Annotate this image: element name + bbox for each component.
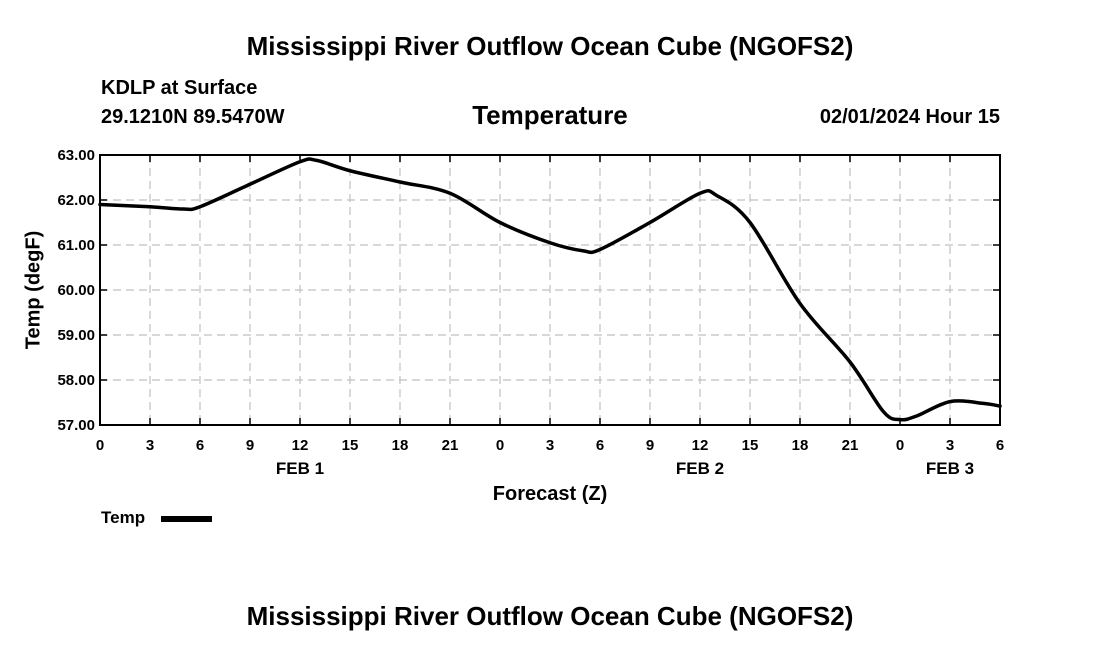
temp-series-line [98,157,1002,422]
legend-label: Temp [101,508,146,527]
x-tick-label: 3 [146,437,154,454]
chart-subtitle: Temperature [472,100,628,130]
x-tick-label: 6 [996,437,1004,454]
forecast-datetime: 02/01/2024 Hour 15 [819,106,1000,128]
x-tick-label: 12 [692,437,709,454]
chart-title-top: Mississippi River Outflow Ocean Cube (NG… [246,31,854,61]
y-tick-label: 58.00 [57,372,95,389]
legend-swatch [161,516,212,522]
y-tick-label: 57.00 [57,417,95,434]
x-tick-label: 15 [342,437,359,454]
x-tick-label: 21 [842,437,859,454]
x-tick-label: 9 [246,437,254,454]
y-tick-label: 62.00 [57,192,95,209]
y-tick-label: 60.00 [57,282,95,299]
x-tick-label: 6 [196,437,204,454]
y-tick-label: 59.00 [57,327,95,344]
chart-title-bottom: Mississippi River Outflow Ocean Cube (NG… [246,601,854,631]
x-tick-label: 9 [646,437,654,454]
station-label: KDLP at Surface [101,77,258,99]
date-label: FEB 3 [926,459,974,478]
x-axis-label: Forecast (Z) [493,483,607,505]
x-tick-label: 3 [946,437,954,454]
axis-ticks: 0 3 6 9 12 15 18 21 0 3 6 9 12 15 18 21 0 3 6 FEB 1 FEB 2 FEB… [57,147,1004,478]
x-tick-label: 0 [496,437,504,454]
x-tick-label: 18 [392,437,409,454]
x-tick-label: 6 [596,437,604,454]
x-tick-label: 18 [792,437,809,454]
y-tick-label: 63.00 [57,147,95,164]
y-tick-label: 61.00 [57,237,95,254]
x-tick-label: 0 [896,437,904,454]
y-axis-label: Temp (degF) [22,231,44,350]
x-tick-label: 15 [742,437,759,454]
x-tick-label: 12 [292,437,309,454]
x-tick-label: 0 [96,437,104,454]
x-tick-label: 3 [546,437,554,454]
date-label: FEB 2 [676,459,724,478]
x-tick-label: 21 [442,437,459,454]
station-coordinates: 29.1210N 89.5470W [101,106,285,128]
date-label: FEB 1 [276,459,324,478]
